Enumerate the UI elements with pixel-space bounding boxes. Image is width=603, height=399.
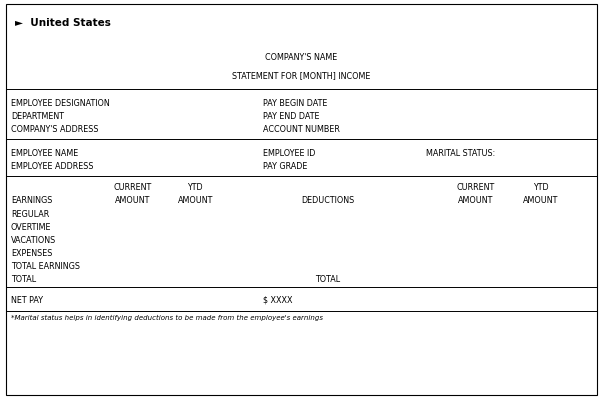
Text: EMPLOYEE ADDRESS: EMPLOYEE ADDRESS [11,162,93,170]
Text: AMOUNT: AMOUNT [523,196,558,205]
Text: *Marital status helps in identifying deductions to be made from the employee's e: *Marital status helps in identifying ded… [11,315,323,321]
Text: TOTAL: TOTAL [315,275,341,284]
Text: PAY BEGIN DATE: PAY BEGIN DATE [263,99,327,108]
Text: EMPLOYEE NAME: EMPLOYEE NAME [11,149,78,158]
Text: NET PAY: NET PAY [11,296,43,305]
Text: AMOUNT: AMOUNT [458,196,493,205]
Text: EXPENSES: EXPENSES [11,249,52,258]
Text: PAY END DATE: PAY END DATE [263,112,320,121]
Text: MARITAL STATUS:: MARITAL STATUS: [426,149,495,158]
Text: PAY GRADE: PAY GRADE [263,162,308,170]
Text: COMPANY'S NAME: COMPANY'S NAME [265,53,338,62]
Text: ACCOUNT NUMBER: ACCOUNT NUMBER [263,125,340,134]
Text: OVERTIME: OVERTIME [11,223,51,232]
Text: EARNINGS: EARNINGS [11,196,52,205]
Text: YTD: YTD [188,183,203,192]
Text: STATEMENT FOR [MONTH] INCOME: STATEMENT FOR [MONTH] INCOME [232,71,371,80]
Text: TOTAL: TOTAL [11,275,36,284]
Text: ►  United States: ► United States [15,18,111,28]
Text: COMPANY'S ADDRESS: COMPANY'S ADDRESS [11,125,98,134]
Text: CURRENT: CURRENT [114,183,152,192]
Text: CURRENT: CURRENT [456,183,495,192]
Text: TOTAL EARNINGS: TOTAL EARNINGS [11,262,80,271]
Text: VACATIONS: VACATIONS [11,236,56,245]
Text: $ XXXX: $ XXXX [263,296,292,305]
Text: YTD: YTD [533,183,549,192]
Text: AMOUNT: AMOUNT [115,196,151,205]
Text: EMPLOYEE ID: EMPLOYEE ID [263,149,315,158]
Text: AMOUNT: AMOUNT [177,196,213,205]
Text: EMPLOYEE DESIGNATION: EMPLOYEE DESIGNATION [11,99,110,108]
Text: REGULAR: REGULAR [11,210,49,219]
Text: DEDUCTIONS: DEDUCTIONS [302,196,355,205]
Text: DEPARTMENT: DEPARTMENT [11,112,64,121]
